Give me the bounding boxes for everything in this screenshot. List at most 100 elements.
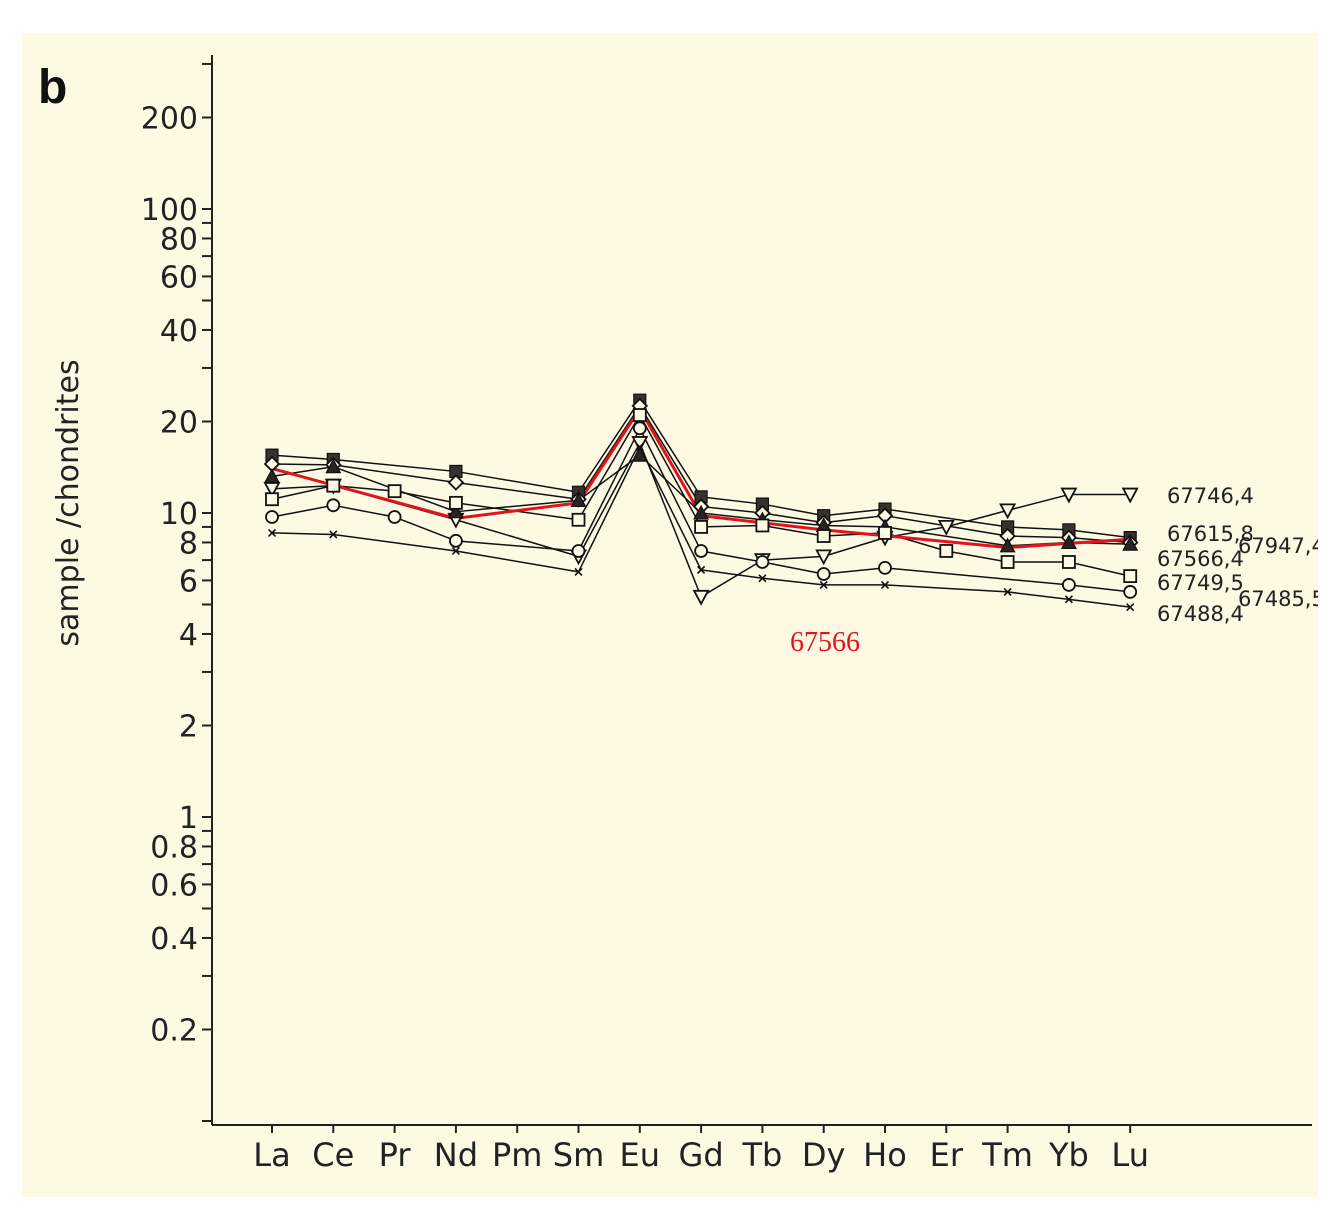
series-label-4: 67749,5 [1157,571,1244,595]
marker-s6-p0 [267,528,277,537]
marker-s5-p5 [632,421,647,436]
x-tick-label-nd: Nd [434,1136,478,1174]
marker-s5-p11 [1123,585,1138,599]
series-label-0: 67746,4 [1167,484,1254,508]
series-label-1: 67615,8 [1167,522,1254,546]
marker-s0-p12 [1121,487,1139,504]
marker-s5-p8 [816,567,831,581]
marker-s5-p0 [265,510,279,524]
series-label-2: 67947,4 [1238,534,1318,558]
y-tick-label: 100 [141,193,198,228]
y-tick-label: 0.4 [150,922,198,957]
x-tick-label-gd: Gd [679,1136,724,1174]
annotation-67566: 67566 [790,627,860,658]
marker-s0-p5 [692,589,710,606]
marker-s4-p7 [755,518,770,533]
marker-s0-p7 [815,549,833,566]
y-tick-label: 2 [179,709,198,744]
marker-s4-p1 [326,478,341,493]
series-line-5 [271,427,1131,593]
marker-s4-p5 [632,408,647,422]
marker-s4-p13 [1123,569,1138,584]
series-line-3 [271,454,1131,547]
y-tick-label: 20 [160,405,198,440]
marker-s4-p0 [265,492,279,507]
panel-label: b [38,61,67,114]
marker-s5-p2 [387,510,402,524]
y-axis-label: sample /chondrites [51,359,86,646]
marker-s4-p10 [939,544,954,558]
marker-s6-p9 [1003,587,1012,596]
y-tick-label: 1 [179,801,198,836]
marker-s4-p6 [694,520,708,534]
x-tick-label-ce: Ce [312,1136,354,1174]
y-tick-label: 200 [141,101,198,136]
x-tick-label-sm: Sm [553,1136,604,1174]
y-tick-label: 0.2 [150,1013,198,1048]
marker-s5-p1 [326,498,341,513]
y-tick-label: 80 [160,222,198,257]
marker-s6-p3 [574,567,583,576]
marker-s6-p2 [451,546,460,556]
x-tick-label-er: Er [930,1136,964,1174]
marker-s6-p1 [329,530,338,539]
marker-s5-p6 [694,544,708,558]
marker-s4-p9 [878,526,892,540]
x-tick-label-dy: Dy [802,1136,846,1174]
y-tick-label: 0.8 [150,830,198,865]
series-line-6 [271,446,1131,608]
marker-s3-p10 [1060,534,1077,550]
y-tick-label: 6 [179,564,198,599]
marker-s4-p4 [571,512,586,527]
marker-s6-p8 [880,580,890,589]
marker-s3-p1 [325,458,342,474]
chart-panel: b sample /chondrites 200 100 80 60 40 20 10 8 6 4… [22,33,1318,1197]
series-labels: 67746,4 67615,867947,467566,467749,567485… [1157,484,1318,626]
marker-s3-p9 [999,537,1016,553]
marker-s6-p4 [635,442,644,451]
marker-s3-p5 [693,504,710,520]
marker-s4-p8 [816,529,831,543]
y-tick-label: 10 [160,497,198,532]
series-label-5: 67485,5 [1238,587,1318,611]
series-label-3: 67566,4 [1157,547,1244,571]
x-tick-label-tm: Tm [981,1136,1033,1174]
marker-s3-p2 [447,503,464,519]
marker-s3-p0 [263,468,281,483]
x-tick-labels: La Ce Pr Nd Pm Sm Eu Gd Tb Dy Ho Er Tm Yb Lu [253,1125,1149,1174]
marker-s5-p10 [1062,578,1076,592]
marker-s5-p4 [571,544,586,558]
y-tick-label: 4 [179,618,198,653]
marker-s2-p2 [447,474,465,491]
x-tick-label-ho: Ho [863,1136,907,1174]
marker-s0-p11 [1060,487,1078,504]
marker-s6-p10 [1064,595,1073,604]
axes [211,55,1312,1126]
series-markers [263,393,1139,612]
series-label-6: 67488,4 [1157,602,1244,626]
marker-s4-p11 [1000,555,1015,569]
marker-s5-p7 [755,555,770,569]
marker-s3-p11 [1122,535,1139,551]
marker-s4-p12 [1062,555,1076,569]
series-line-2 [271,405,1131,544]
marker-s4-p2 [387,484,402,499]
x-tick-label-eu: Eu [620,1136,661,1174]
y-tick-label: 60 [160,260,198,295]
x-tick-label-lu: Lu [1111,1136,1149,1174]
y-tick-label: 40 [160,314,198,349]
series-line-7 [271,407,1131,550]
x-tick-label-pr: Pr [379,1136,412,1174]
marker-s6-p11 [1126,603,1135,612]
marker-s5-p9 [878,560,892,575]
marker-s3-p3 [570,492,587,508]
marker-s0-p9 [937,520,955,536]
marker-s3-p4 [631,446,648,462]
marker-s6-p5 [697,565,706,574]
series-line-1 [271,399,1131,539]
x-tick-label-la: La [253,1136,290,1174]
x-tick-label-tb: Tb [741,1136,782,1174]
marker-s6-p7 [819,580,828,589]
